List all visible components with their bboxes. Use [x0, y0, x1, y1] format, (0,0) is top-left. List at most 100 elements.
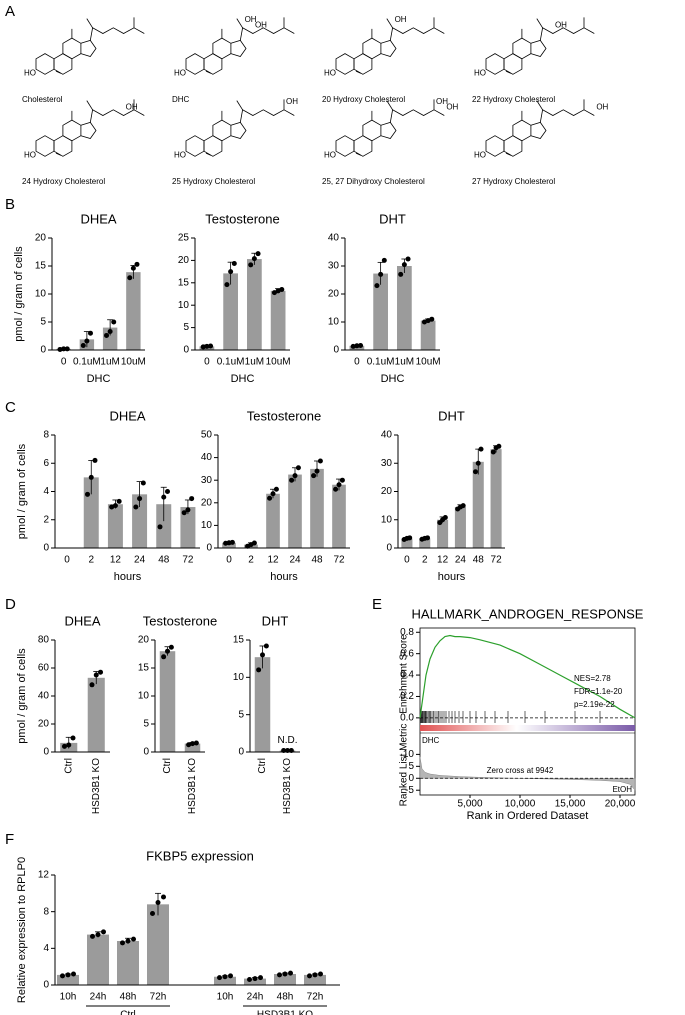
y-tick-label: 10 — [178, 300, 190, 311]
y-tick-label: 0 — [408, 773, 414, 784]
methyl — [236, 100, 243, 111]
y-tick-label: 5 — [183, 322, 189, 333]
y-tick-label: 15 — [233, 635, 245, 646]
atom-label: OH — [255, 21, 267, 30]
bar — [397, 266, 412, 350]
x-tick-label: 5,000 — [457, 799, 482, 810]
ring — [530, 121, 547, 139]
methyl — [386, 18, 393, 29]
chart-title: DHT — [379, 211, 406, 226]
data-point — [168, 644, 174, 650]
x-tick-label: 0 — [64, 555, 70, 566]
y-tick-label: 40 — [38, 691, 50, 702]
data-point — [161, 654, 167, 660]
data-point — [217, 975, 222, 981]
bar — [490, 449, 502, 548]
y-axis-label: Ranked List Metric — [399, 724, 410, 807]
methyl — [536, 18, 543, 29]
x-tick-label: 0 — [404, 555, 410, 566]
enrichment-curve — [419, 634, 636, 719]
data-point — [295, 465, 301, 471]
y-tick-label: 5 — [143, 719, 149, 730]
ring — [212, 119, 232, 142]
bar — [472, 461, 484, 548]
chart-title: DHEA — [109, 408, 145, 423]
ring — [230, 121, 247, 139]
data-point — [161, 894, 166, 900]
data-point — [460, 503, 466, 509]
bar — [147, 904, 169, 985]
x-tick-label: 72h — [150, 992, 167, 1003]
data-point — [64, 346, 70, 352]
data-point — [279, 287, 285, 293]
y-tick-label: 5 — [238, 709, 244, 720]
structure-name: 20 Hydroxy Cholesterol — [322, 95, 405, 104]
data-point — [258, 975, 263, 981]
atom-label: HO — [324, 68, 336, 77]
y-tick-label: 4 — [43, 943, 49, 954]
bar — [126, 272, 141, 350]
ring — [185, 53, 205, 75]
bar — [270, 290, 286, 350]
structure-name: 27 Hydroxy Cholesterol — [472, 177, 555, 186]
x-tick-label: Ctrl — [257, 758, 268, 774]
bar — [117, 941, 139, 985]
data-point — [374, 283, 380, 289]
x-tick-label: 15,000 — [555, 799, 586, 810]
x-tick-label: 1uM — [245, 357, 264, 368]
y-tick-label: 30 — [328, 261, 340, 272]
chart-title: DHEA — [64, 613, 100, 628]
y-tick-label: 20 — [178, 255, 190, 266]
data-point — [354, 343, 360, 349]
x-tick-label: 0 — [204, 357, 210, 368]
x-tick-label: 0.1uM — [367, 357, 395, 368]
y-tick-label: 15 — [178, 277, 190, 288]
rank-colorbar — [420, 725, 635, 731]
data-point — [333, 486, 339, 492]
y-tick-label: 5 — [40, 317, 46, 328]
bar — [373, 273, 388, 350]
data-point — [222, 974, 228, 980]
data-point — [277, 972, 282, 978]
ring — [530, 39, 547, 57]
data-point — [84, 338, 90, 344]
double-bond — [205, 152, 212, 156]
chart-title: Testosterone — [205, 211, 279, 226]
data-point — [186, 742, 192, 748]
data-point — [228, 973, 233, 979]
ring — [335, 135, 355, 157]
y-tick-label: 0 — [43, 747, 49, 758]
atom-label: HO — [174, 150, 186, 159]
double-bond — [355, 152, 362, 156]
y-tick-label: 12 — [38, 870, 50, 881]
x-axis-label: Rank in Ordered Dataset — [467, 810, 589, 822]
double-bond — [55, 152, 62, 156]
x-tick-label: 48 — [311, 555, 323, 566]
atom-label: OH — [555, 21, 567, 30]
bar — [420, 320, 436, 350]
data-point — [101, 929, 106, 935]
x-tick-label: 10uM — [121, 357, 146, 368]
data-point — [112, 503, 118, 509]
methyl — [86, 100, 93, 111]
data-point — [204, 343, 210, 349]
x-tick-label: 24 — [134, 555, 146, 566]
bar — [223, 273, 238, 350]
data-point — [155, 900, 161, 905]
bar — [156, 504, 172, 548]
data-point — [339, 477, 345, 483]
bar — [57, 974, 79, 985]
data-point — [193, 740, 199, 746]
structure-name: 25, 27 Dihydroxy Cholesterol — [322, 177, 425, 186]
panel-letter: D — [5, 596, 16, 613]
data-point — [200, 344, 206, 350]
data-point — [137, 496, 143, 502]
data-point — [185, 507, 191, 513]
bar — [222, 542, 236, 548]
annotation: FDR=1.1e-20 — [574, 687, 623, 696]
data-point — [131, 936, 136, 942]
methyl — [236, 18, 243, 29]
y-tick-label: 8 — [43, 906, 49, 917]
bar — [401, 538, 413, 548]
chart-title: DHT — [262, 613, 289, 628]
